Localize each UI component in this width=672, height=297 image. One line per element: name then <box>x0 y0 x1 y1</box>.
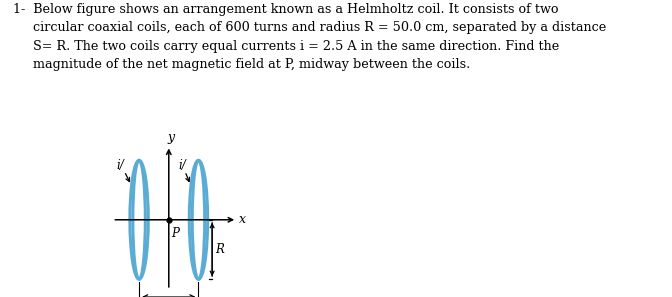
Text: i/: i/ <box>178 159 185 172</box>
Text: R: R <box>215 243 224 256</box>
Text: i/: i/ <box>117 159 124 172</box>
Text: P: P <box>171 227 179 240</box>
Text: y: y <box>167 131 174 144</box>
Text: x: x <box>239 213 247 226</box>
Text: 1-  Below figure shows an arrangement known as a Helmholtz coil. It consists of : 1- Below figure shows an arrangement kno… <box>13 3 607 72</box>
